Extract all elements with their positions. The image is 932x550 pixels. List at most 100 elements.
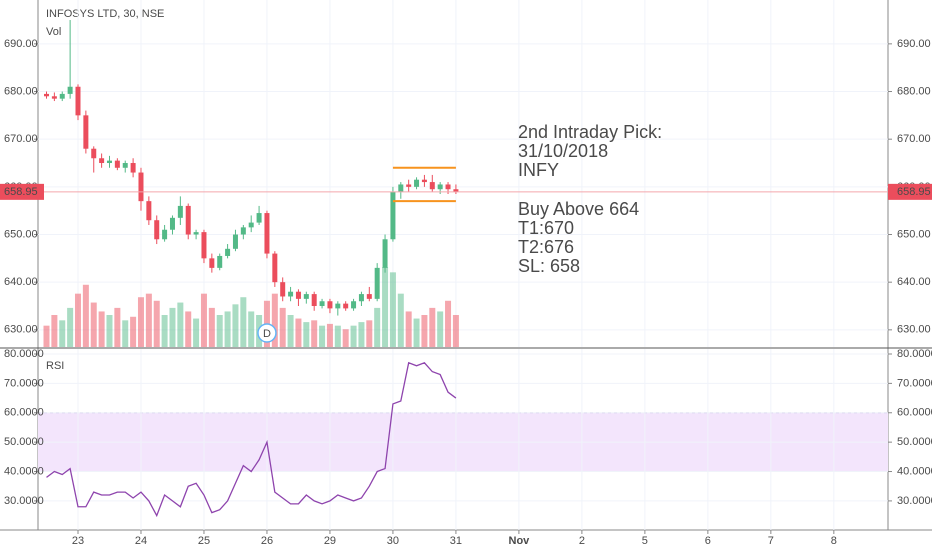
candle-body (138, 172, 144, 202)
volume-bar (177, 302, 184, 347)
y-tick-label: 650.00 (4, 228, 38, 240)
volume-bar (287, 315, 294, 347)
y-tick-label: 40.0000 (897, 465, 932, 477)
candle-body (185, 205, 191, 235)
candle-body (366, 294, 372, 299)
y-tick-label: 70.0000 (897, 377, 932, 389)
volume-bar (51, 315, 58, 347)
x-tick-label: 30 (387, 535, 399, 547)
candle-body (421, 179, 427, 183)
candle-body (248, 222, 254, 228)
y-tick-label: 690.00 (897, 38, 931, 50)
candle-body (162, 229, 168, 240)
volume-bar (303, 322, 310, 347)
y-tick-label: 50.0000 (4, 436, 44, 448)
volume-bar (122, 320, 129, 347)
volume-bar (382, 267, 389, 347)
candle-body (453, 189, 459, 192)
candle-body (288, 291, 294, 297)
volume-bar (397, 293, 404, 347)
candle-body (154, 220, 160, 240)
y-tick-label: 30.0000 (897, 495, 932, 507)
candle-body (445, 184, 451, 190)
candle-body (335, 303, 341, 309)
volume-bar (98, 311, 105, 347)
candle-body (240, 227, 246, 235)
candle-body (122, 163, 128, 168)
volume-bar (232, 304, 239, 347)
candle-body (232, 234, 238, 249)
candle-body (303, 294, 309, 299)
y-tick-label: 640.00 (4, 276, 38, 288)
volume-bar (208, 307, 215, 347)
x-tick-label: 23 (72, 535, 84, 547)
x-tick-label: 26 (261, 535, 273, 547)
annotation: 2nd Intraday Pick: (518, 122, 662, 142)
y-tick-label: 680.00 (4, 85, 38, 97)
candle-body (398, 184, 404, 192)
volume-bar (67, 307, 74, 347)
candle-body (319, 301, 325, 307)
last-price-box (888, 183, 932, 200)
volume-bar (350, 325, 357, 347)
x-tick-label: 2 (579, 535, 585, 547)
y-tick-label: 70.0000 (4, 377, 44, 389)
candle-body (67, 86, 73, 94)
y-tick-label: 630.00 (4, 324, 38, 336)
candle-body (75, 86, 81, 116)
y-tick-label: 30.0000 (4, 495, 44, 507)
volume-bar (311, 320, 318, 347)
volume-bar (421, 315, 428, 347)
y-tick-label: 670.00 (4, 133, 38, 145)
x-tick-label: 25 (198, 535, 210, 547)
annotation: T2:676 (518, 237, 574, 257)
volume-bar (413, 318, 420, 347)
candle-body (374, 267, 380, 299)
volume-bar (437, 311, 444, 347)
volume-bar (43, 325, 50, 347)
volume-bar (405, 311, 412, 347)
candle-body (327, 301, 333, 309)
candle-body (169, 217, 175, 230)
y-tick-label: 670.00 (897, 133, 931, 145)
x-tick-label: 29 (324, 535, 336, 547)
volume-bar (137, 297, 144, 347)
x-tick-label: 7 (768, 535, 774, 547)
candle-body (311, 294, 317, 307)
y-tick-label: 50.0000 (897, 436, 932, 448)
volume-bar (153, 300, 160, 347)
volume-bar (445, 300, 452, 347)
volume-bar (279, 307, 286, 347)
y-tick-label: 680.00 (897, 85, 931, 97)
volume-bar (334, 325, 341, 347)
y-tick-label: 640.00 (897, 276, 931, 288)
volume-bar (389, 272, 396, 347)
x-tick-label: 24 (135, 535, 147, 547)
candle-body (91, 148, 97, 159)
candle-body (201, 232, 207, 259)
candle-body (44, 93, 50, 97)
volume-bar (82, 284, 89, 347)
volume-bar (216, 315, 223, 347)
volume-bar (342, 329, 349, 347)
candle-body (130, 163, 136, 173)
candle-body (225, 248, 231, 256)
y-tick-label: 80.0000 (4, 348, 44, 360)
last-price-label: 658.95 (897, 186, 931, 198)
volume-bar (90, 302, 97, 347)
x-tick-label: Nov (509, 535, 531, 547)
volume-bar (224, 311, 231, 347)
dividend-marker-label: D (263, 328, 271, 340)
candle-body (382, 239, 388, 268)
candle-body (280, 282, 286, 297)
candle-body (146, 201, 152, 221)
y-tick-label: 630.00 (897, 324, 931, 336)
candle-body (295, 291, 301, 299)
x-tick-label: 31 (450, 535, 462, 547)
candle-body (264, 213, 270, 254)
volume-bar (271, 293, 278, 347)
candle-body (193, 232, 199, 235)
volume-bar (429, 307, 436, 347)
volume-bar (169, 307, 176, 347)
